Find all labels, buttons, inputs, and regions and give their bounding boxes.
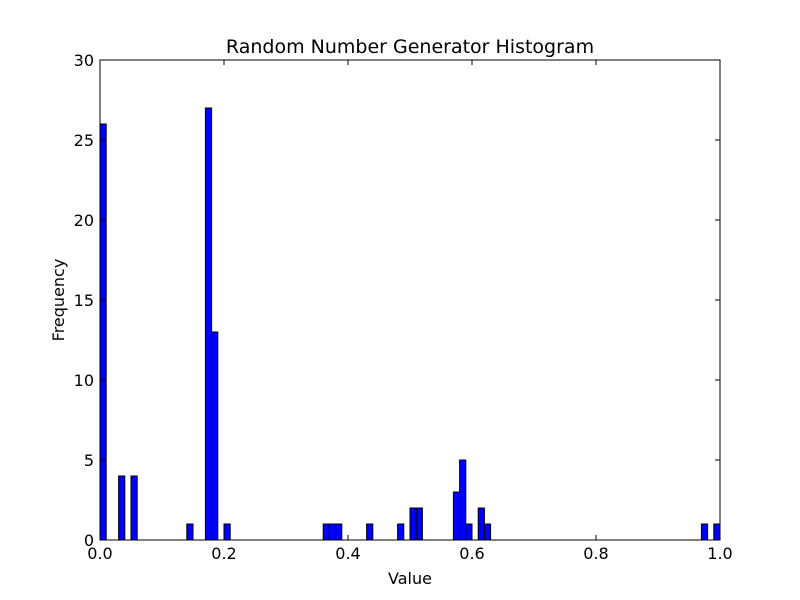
histogram-bar-9 — [335, 523, 343, 541]
histogram-bar-1 — [118, 475, 126, 541]
y-axis-ticks: 0 5 10 15 20 25 30 — [74, 51, 720, 550]
y-axis-label: Frequency — [49, 259, 68, 342]
y-tick-label-4: 20 — [74, 211, 94, 230]
histogram-bar-12 — [409, 507, 417, 541]
histogram-bar-10 — [366, 523, 374, 541]
x-tick-label-3: 0.6 — [459, 544, 484, 563]
x-tick-label-0: 0.0 — [87, 544, 112, 563]
x-tick-label-1: 0.2 — [211, 544, 236, 563]
bars-group — [99, 107, 721, 541]
y-tick-label-5: 25 — [74, 131, 94, 150]
y-tick-label-3: 15 — [74, 291, 94, 310]
x-tick-label-4: 0.8 — [583, 544, 608, 563]
histogram-bar-17 — [477, 507, 485, 541]
chart-title: Random Number Generator Histogram — [226, 36, 594, 58]
histogram-bar-15 — [459, 459, 467, 541]
histogram-bar-16 — [465, 523, 473, 541]
histogram-bar-14 — [452, 491, 461, 541]
histogram-bar-5 — [211, 331, 219, 541]
histogram-bar-7 — [322, 523, 330, 541]
histogram-bar-19 — [700, 523, 709, 541]
histogram-bar-0 — [99, 123, 107, 541]
y-tick-label-0: 0 — [84, 531, 94, 550]
histogram-bar-18 — [483, 523, 492, 541]
histogram-bar-11 — [397, 523, 405, 541]
x-axis-label: Value — [388, 569, 432, 588]
histogram-bar-3 — [186, 523, 194, 541]
x-axis-ticks: 0.0 0.2 0.4 0.6 0.8 1.0 — [87, 60, 733, 563]
plot-area-frame — [99, 59, 721, 541]
y-tick-label-1: 5 — [84, 451, 94, 470]
histogram-bar-13 — [415, 507, 423, 541]
x-tick-label-5: 1.0 — [707, 544, 732, 563]
histogram-bar-4 — [204, 107, 213, 541]
x-tick-label-2: 0.4 — [335, 544, 360, 563]
histogram-bar-6 — [223, 523, 231, 541]
histogram-bar-20 — [713, 523, 721, 541]
histogram-bar-2 — [130, 475, 138, 541]
y-tick-label-2: 10 — [74, 371, 94, 390]
y-tick-label-6: 30 — [74, 51, 94, 70]
histogram-bar-8 — [328, 523, 337, 541]
